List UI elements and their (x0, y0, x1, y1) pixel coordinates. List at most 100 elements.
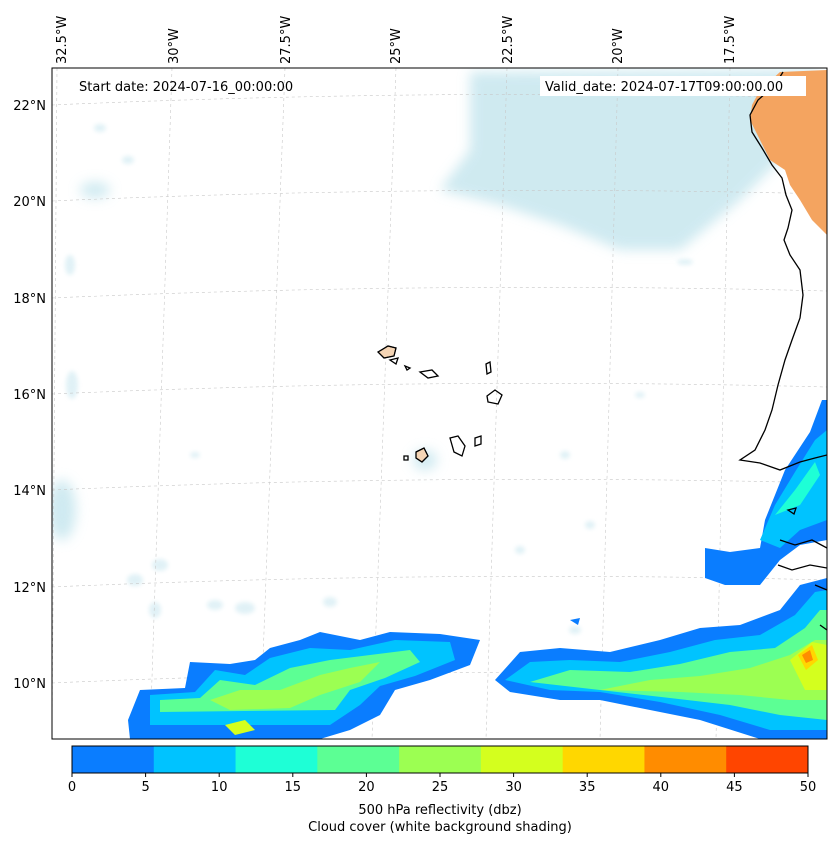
bijagos-islands (786, 507, 797, 516)
island-santiago (449, 435, 466, 457)
colorbar-swatch (562, 746, 645, 773)
reflectivity-spot (570, 618, 580, 625)
senegal-coast (779, 539, 827, 549)
cloud-wisp (94, 124, 106, 132)
meridian-27-5w (259, 68, 286, 739)
lat-label-14n: 14°N (13, 484, 46, 499)
cloud-wisp (585, 521, 595, 529)
gambia-coast (777, 564, 827, 571)
island-boa-vista (486, 389, 503, 405)
cloud-patch-north (440, 70, 820, 250)
guinea-coast (814, 584, 827, 591)
cloud-wisp (515, 546, 525, 554)
meridian-22-5w (485, 68, 508, 739)
longitude-labels: 32.5°W 30°W 27.5°W 25°W 22.5°W 20°W 17.5… (55, 16, 738, 64)
cloud-wisp (323, 597, 337, 607)
cloud-patch-west (52, 480, 76, 540)
parallel-14n (52, 479, 827, 491)
colorbar-tick-label: 0 (68, 780, 76, 795)
valid-date-label: Valid_date: 2024-07-17T09:00:00.00 (545, 80, 783, 95)
island-sao-vicente (388, 357, 399, 366)
cloud-wisp (65, 255, 75, 275)
cloud-wisp (122, 156, 134, 164)
reflectivity-coastal-band-aqua (775, 462, 820, 515)
cloud-wisp (149, 602, 161, 618)
colorbar-title: 500 hPa reflectivity (dbz) (358, 803, 521, 818)
colorbar-tick-label: 15 (285, 780, 302, 795)
colorbar-swatches (72, 746, 809, 773)
colorbar-tick-label: 30 (505, 780, 522, 795)
cloud-wisp (127, 574, 143, 586)
cloud-wisp (677, 259, 693, 265)
lon-label-27-5w: 27.5°W (279, 16, 294, 64)
cloud-wisp (560, 451, 570, 459)
valid-date-box (540, 76, 806, 96)
lon-label-17-5w: 17.5°W (723, 16, 738, 64)
island-santa-luzia (403, 364, 412, 371)
cloud-wisp (190, 452, 200, 458)
cloud-wisp (66, 371, 78, 399)
colorbar-tick-label: 40 (653, 780, 670, 795)
parallel-20n (52, 190, 827, 202)
lon-label-30w: 30°W (167, 28, 182, 64)
lat-label-22n: 22°N (13, 99, 46, 114)
meridian-20w (599, 68, 619, 739)
latitude-labels: 22°N 20°N 18°N 16°N 14°N 12°N 10°N (13, 99, 46, 692)
colorbar-swatch (153, 746, 237, 773)
meridian-32-5w (52, 68, 58, 739)
reflectivity-band-east-lime (600, 640, 827, 700)
lat-label-16n: 16°N (13, 388, 46, 403)
parallel-10n (52, 672, 827, 684)
cloud-wisp (235, 602, 255, 614)
west-africa-coastline (738, 71, 827, 471)
cloud-wisp (207, 600, 223, 610)
colorbar-swatch (644, 746, 727, 773)
island-sal (485, 360, 492, 376)
cloud-cover-layer (52, 70, 820, 540)
parallel-18n (52, 287, 827, 299)
colorbar-tick-label: 10 (211, 780, 228, 795)
meridian-25w (371, 68, 397, 739)
guinea-coast-2 (819, 624, 827, 631)
colorbar-tick-label: 45 (726, 780, 743, 795)
parallel-12n (52, 576, 827, 588)
reflectivity-cell-yellow (225, 720, 255, 735)
colorbar-tick-label: 25 (432, 780, 449, 795)
lon-label-32-5w: 32.5°W (55, 16, 70, 64)
colorbar-swatch (72, 746, 155, 773)
lat-label-10n: 10°N (13, 677, 46, 692)
colorbar-ticks: 0 5 10 15 20 25 30 35 40 45 50 (68, 773, 816, 795)
lon-label-20w: 20°W (611, 28, 626, 64)
cloud-wisp (152, 559, 168, 571)
lat-label-18n: 18°N (13, 292, 46, 307)
parallel-22n (52, 94, 827, 106)
parallel-16n (52, 383, 827, 395)
reflectivity-layer (128, 400, 827, 739)
cloud-wisp (635, 392, 645, 398)
colorbar-swatch (235, 746, 318, 773)
start-date-label: Start date: 2024-07-16_00:00:00 (79, 80, 293, 95)
coastlines (376, 71, 827, 631)
cloud-wisps (65, 124, 693, 634)
island-santo-antao (376, 345, 397, 359)
reflectivity-band-west-lime (210, 662, 380, 710)
colorbar-swatch (726, 746, 809, 773)
reflectivity-coastal-band (705, 400, 827, 585)
colorbar-swatch (480, 746, 564, 773)
island-fogo (415, 447, 429, 463)
colorbar-tick-label: 5 (141, 780, 149, 795)
colorbar-tick-label: 50 (800, 780, 817, 795)
lat-label-20n: 20°N (13, 195, 46, 210)
map-frame (51, 67, 828, 740)
colorbar-tick-label: 20 (358, 780, 375, 795)
lat-label-12n: 12°N (13, 581, 46, 596)
cloud-patch-nw (80, 182, 110, 198)
african-coast-orange (750, 70, 827, 235)
lon-label-25w: 25°W (389, 28, 404, 64)
island-sao-nicolau (418, 369, 440, 379)
cloud-wisp (569, 626, 581, 634)
graticule (52, 68, 827, 739)
meridian-30w (149, 68, 173, 739)
cloud-patch-ne (500, 155, 620, 205)
